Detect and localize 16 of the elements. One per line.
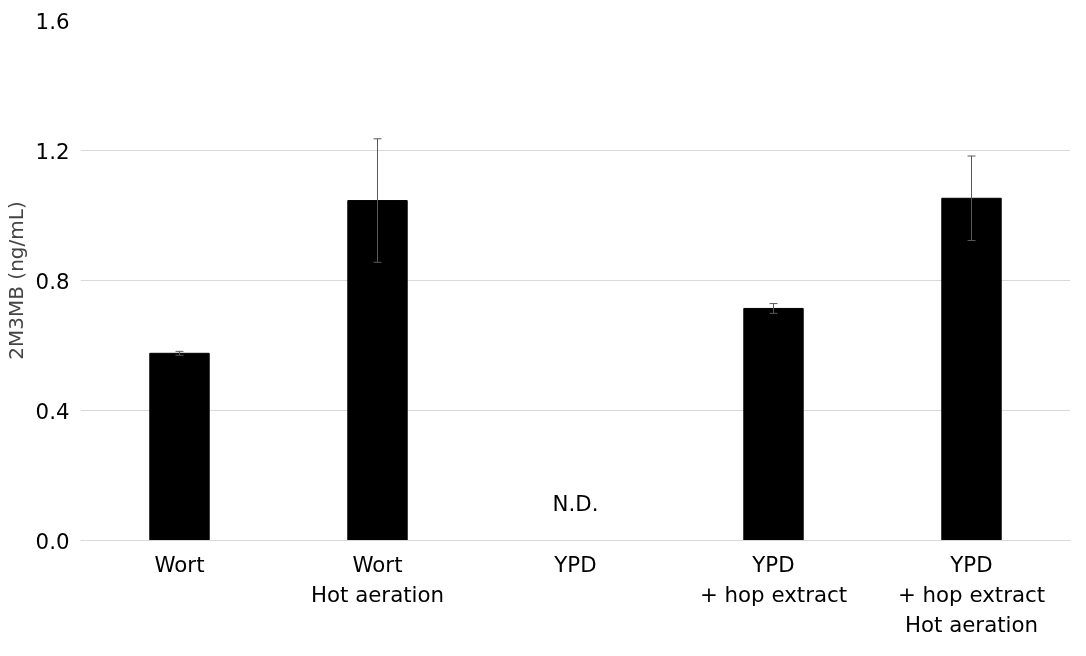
x-tick-label: YPD + hop extract: [699, 551, 848, 607]
x-tick-label: Wort Hot aeration: [310, 551, 445, 607]
x-tick-label: Wort: [154, 551, 205, 577]
y-tick-label: 1.6: [35, 8, 70, 34]
x-tick-label: YPD + hop extract Hot aeration: [897, 551, 1046, 637]
y-tick-label: 0.4: [35, 398, 70, 424]
y-tick-label: 0.0: [35, 528, 70, 554]
bar: [347, 200, 408, 541]
bar: [941, 197, 1002, 541]
bar: [743, 307, 804, 541]
annotation: N.D.: [552, 490, 599, 516]
x-tick-label: YPD: [553, 551, 597, 577]
y-tick-label: 1.2: [35, 138, 70, 164]
y-tick-label: 0.8: [35, 268, 70, 294]
bar: [149, 352, 210, 541]
y-axis-title: 2M3MB (ng/mL): [3, 201, 28, 360]
